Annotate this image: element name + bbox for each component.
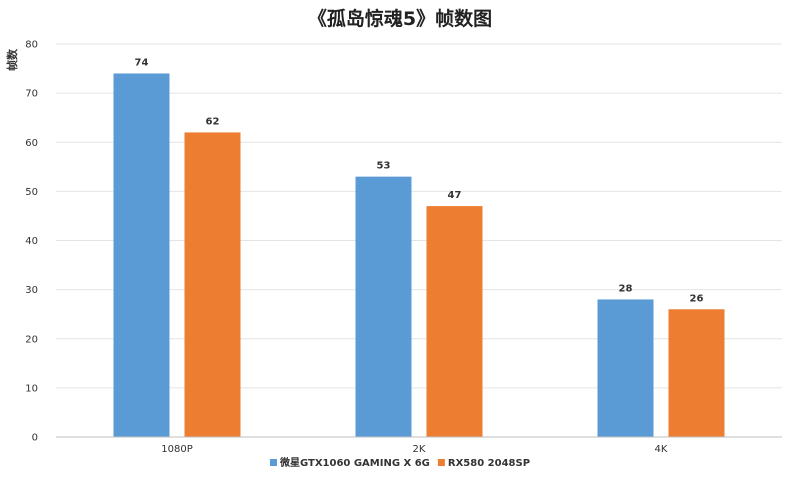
legend-item: 微星GTX1060 GAMING X 6G <box>269 456 430 469</box>
data-label: 62 <box>206 116 220 127</box>
y-tick-label: 30 <box>25 285 38 296</box>
data-label: 28 <box>619 283 633 294</box>
y-tick-label: 80 <box>25 40 38 51</box>
legend-label: 微星GTX1060 GAMING X 6G <box>279 456 430 469</box>
data-label: 47 <box>448 190 462 201</box>
bar <box>184 132 241 438</box>
y-tick-label: 10 <box>25 383 38 394</box>
x-tick-label: 2K <box>413 444 426 455</box>
legend-item: RX580 2048SP <box>437 458 530 469</box>
data-label: 26 <box>690 293 704 304</box>
x-tick-label: 4K <box>655 444 668 455</box>
data-label: 74 <box>135 57 149 68</box>
legend-label: RX580 2048SP <box>448 458 530 469</box>
y-tick-label: 50 <box>25 187 38 198</box>
bars <box>113 73 725 438</box>
axes: 0 10 20 30 40 50 60 70 80 1080P 2K 4K <box>25 40 782 455</box>
bar <box>668 309 725 437</box>
y-tick-label: 0 <box>32 433 38 444</box>
legend-swatch <box>437 459 445 466</box>
x-tick-label: 1080P <box>161 444 192 455</box>
chart-title: 《孤岛惊魂5》帧数图 <box>308 7 492 30</box>
legend: 微星GTX1060 GAMING X 6G RX580 2048SP <box>269 456 530 469</box>
bar <box>113 73 170 437</box>
gridlines <box>56 43 782 389</box>
y-tick-label: 60 <box>25 138 38 149</box>
data-label: 53 <box>377 161 391 172</box>
y-tick-label: 70 <box>25 89 38 100</box>
data-labels: 74 62 53 47 28 26 <box>135 57 704 304</box>
y-axis-label: 帧数 <box>5 48 19 71</box>
bar <box>355 176 412 437</box>
y-tick-label: 20 <box>25 334 38 345</box>
bar <box>597 299 654 437</box>
bar <box>426 206 483 437</box>
legend-swatch <box>269 459 277 466</box>
y-tick-label: 40 <box>25 236 38 247</box>
